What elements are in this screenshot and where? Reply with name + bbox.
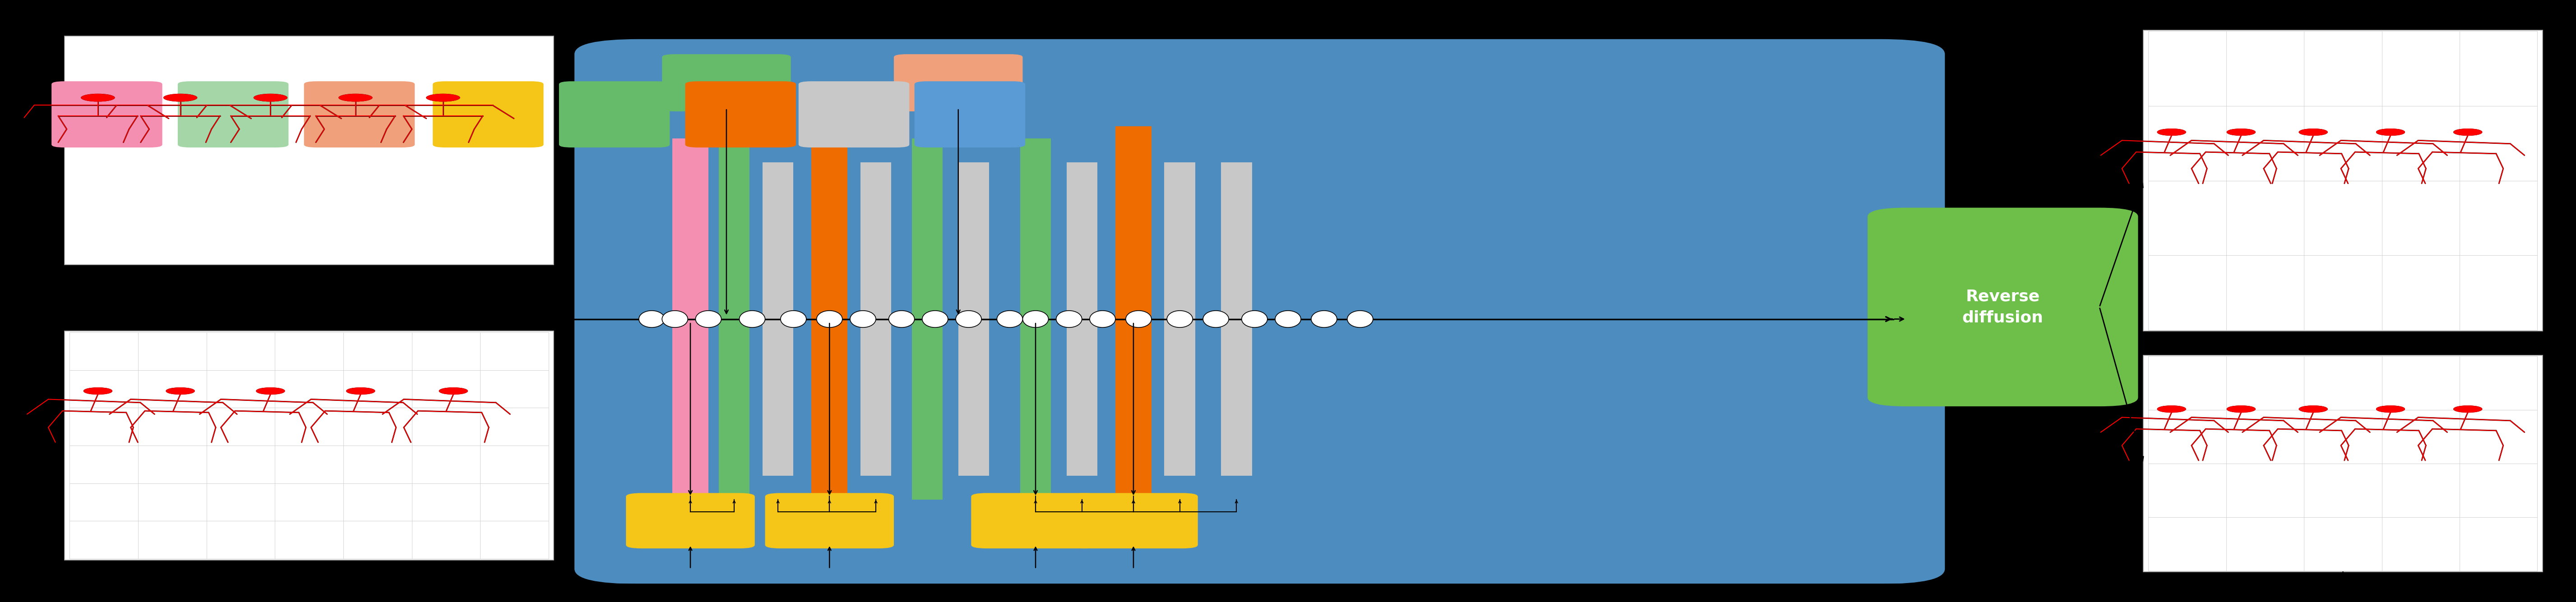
Ellipse shape [662, 311, 688, 327]
FancyBboxPatch shape [178, 81, 289, 147]
Circle shape [2452, 129, 2483, 135]
Circle shape [2375, 406, 2406, 412]
Bar [762, 163, 793, 476]
Circle shape [2226, 129, 2257, 135]
Bar [672, 138, 708, 500]
Bar [719, 138, 750, 500]
Ellipse shape [850, 311, 876, 327]
Bar [2143, 355, 2543, 572]
FancyBboxPatch shape [914, 81, 1025, 147]
Circle shape [2375, 129, 2406, 135]
FancyBboxPatch shape [971, 493, 1100, 548]
Bar [64, 331, 554, 560]
Ellipse shape [817, 311, 842, 327]
Bar [912, 138, 943, 500]
Ellipse shape [1056, 311, 1082, 327]
FancyBboxPatch shape [894, 54, 1023, 111]
Circle shape [162, 94, 198, 102]
Circle shape [337, 94, 374, 102]
FancyBboxPatch shape [52, 81, 162, 147]
Circle shape [2375, 129, 2406, 135]
FancyBboxPatch shape [765, 493, 894, 548]
Circle shape [438, 388, 469, 394]
FancyBboxPatch shape [1069, 493, 1198, 548]
Circle shape [2452, 406, 2483, 412]
Bar [1221, 163, 1252, 476]
FancyBboxPatch shape [685, 81, 796, 147]
Ellipse shape [1203, 311, 1229, 327]
Ellipse shape [997, 311, 1023, 327]
Circle shape [2226, 406, 2257, 412]
Ellipse shape [1275, 311, 1301, 327]
Circle shape [2226, 406, 2257, 412]
FancyBboxPatch shape [662, 54, 791, 111]
FancyBboxPatch shape [1868, 208, 2138, 406]
Circle shape [2156, 129, 2184, 135]
Text: Reverse
diffusion: Reverse diffusion [1963, 288, 2043, 326]
Circle shape [2156, 129, 2184, 135]
FancyBboxPatch shape [433, 81, 544, 147]
Circle shape [2156, 406, 2184, 412]
Circle shape [425, 94, 461, 102]
Circle shape [80, 94, 116, 102]
Ellipse shape [739, 311, 765, 327]
Bar [860, 163, 891, 476]
Ellipse shape [1090, 311, 1115, 327]
FancyBboxPatch shape [304, 81, 415, 147]
Circle shape [82, 388, 111, 394]
FancyBboxPatch shape [574, 39, 1945, 584]
Circle shape [162, 94, 198, 102]
Bar [2143, 30, 2543, 331]
FancyBboxPatch shape [559, 81, 670, 147]
FancyBboxPatch shape [799, 81, 909, 147]
Circle shape [82, 388, 111, 394]
Ellipse shape [922, 311, 948, 327]
Bar [811, 126, 848, 512]
Circle shape [252, 94, 289, 102]
Bar [1020, 138, 1051, 500]
Circle shape [345, 388, 376, 394]
Ellipse shape [639, 311, 665, 327]
Circle shape [2298, 406, 2329, 412]
Ellipse shape [1347, 311, 1373, 327]
Circle shape [425, 94, 461, 102]
Ellipse shape [1126, 311, 1151, 327]
FancyBboxPatch shape [626, 493, 755, 548]
Circle shape [2156, 406, 2184, 412]
Circle shape [337, 94, 374, 102]
Circle shape [2452, 406, 2483, 412]
Circle shape [2298, 129, 2329, 135]
Circle shape [252, 94, 289, 102]
Bar [1115, 126, 1151, 512]
Ellipse shape [1023, 311, 1048, 327]
Circle shape [2375, 406, 2406, 412]
Bar [1164, 163, 1195, 476]
Ellipse shape [1311, 311, 1337, 327]
Ellipse shape [956, 311, 981, 327]
Circle shape [255, 388, 283, 394]
Circle shape [438, 388, 469, 394]
Circle shape [255, 388, 283, 394]
Ellipse shape [696, 311, 721, 327]
Circle shape [2452, 129, 2483, 135]
Circle shape [2298, 406, 2329, 412]
Circle shape [165, 388, 196, 394]
Circle shape [80, 94, 116, 102]
Ellipse shape [1167, 311, 1193, 327]
Circle shape [165, 388, 196, 394]
Circle shape [2298, 129, 2329, 135]
Circle shape [2226, 129, 2257, 135]
Circle shape [345, 388, 376, 394]
Bar [958, 163, 989, 476]
Ellipse shape [781, 311, 806, 327]
Ellipse shape [1242, 311, 1267, 327]
Ellipse shape [889, 311, 914, 327]
Bar [64, 36, 554, 265]
Bar [1066, 163, 1097, 476]
